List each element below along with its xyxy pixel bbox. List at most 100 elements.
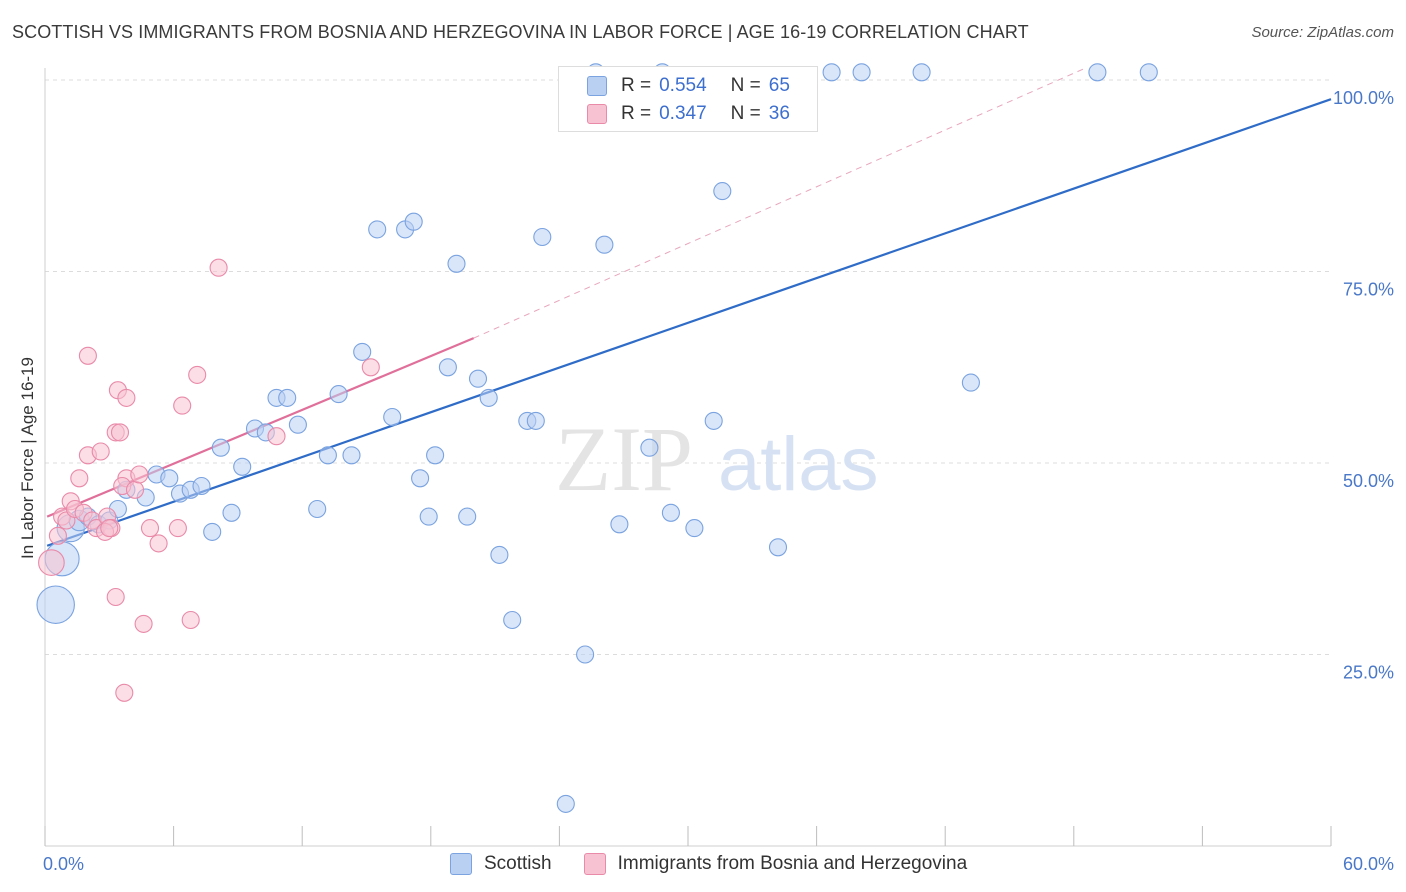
axis-layer: 25.0% 50.0% 75.0% 100.0% 0.0% 60.0% <box>43 68 1394 874</box>
bosnia-point <box>130 465 149 484</box>
series-legend: Scottish Immigrants from Bosnia and Herz… <box>450 851 999 877</box>
scottish-point <box>353 342 372 361</box>
legend-swatch-blue <box>587 76 607 96</box>
scottish-point <box>368 220 387 239</box>
scottish-point <box>640 438 659 457</box>
legend-swatch-pink <box>587 104 607 124</box>
scottish-point <box>192 476 211 496</box>
bosnia-point <box>181 610 200 630</box>
scottish-point <box>342 446 361 465</box>
scottish-point <box>533 227 552 247</box>
scottish-trend-line <box>46 98 1332 547</box>
scottish-point <box>713 182 732 201</box>
bosnia-point <box>267 427 286 446</box>
points-layer <box>36 63 1158 813</box>
legend-r-value: 0.347 <box>659 103 707 124</box>
bosnia-point <box>48 526 67 545</box>
watermark-zip: ZIP <box>555 408 693 510</box>
scottish-point <box>419 507 438 526</box>
bosnia-point <box>173 396 192 415</box>
bosnia-point <box>209 258 228 277</box>
series-swatch-pink <box>583 853 606 875</box>
legend-row-scottish: R = 0.554 N = 65 <box>587 73 790 99</box>
bosnia-point <box>140 519 160 538</box>
scottish-point <box>288 415 307 434</box>
scottish-point <box>503 610 522 630</box>
y-tick-label: 100.0% <box>1333 88 1394 108</box>
legend-r-label: R = <box>621 103 652 124</box>
watermark-atlas: atlas <box>718 422 879 507</box>
y-tick-label: 25.0% <box>1343 663 1394 683</box>
bosnia-point <box>168 519 187 538</box>
correlation-legend: R = 0.554 N = 65 R = 0.347 N = 36 <box>558 66 818 132</box>
y-axis-label: In Labor Force | Age 16-19 <box>18 357 37 559</box>
legend-r-value: 0.554 <box>659 75 707 96</box>
series-legend-bosnia: Immigrants from Bosnia and Herzegovina <box>583 853 968 875</box>
scottish-point <box>610 515 629 534</box>
scottish-point <box>36 585 75 624</box>
scottish-point <box>661 503 680 522</box>
legend-n-label: N = <box>730 103 761 124</box>
scottish-point <box>1139 63 1158 82</box>
scottish-point <box>704 411 723 430</box>
legend-n-value: 65 <box>768 75 790 96</box>
x-tick-label: 0.0% <box>43 854 84 874</box>
chart-source: Source: ZipAtlas.com <box>1251 24 1394 41</box>
scottish-point <box>404 212 423 231</box>
scottish-point <box>961 373 980 392</box>
scottish-point <box>556 794 575 813</box>
legend-n-label: N = <box>730 75 761 96</box>
scottish-point <box>318 446 337 465</box>
bosnia-point <box>78 346 97 365</box>
scottish-point <box>211 438 230 457</box>
watermark: ZIP atlas <box>555 408 879 510</box>
scottish-point <box>490 545 509 564</box>
series-label-bosnia: Immigrants from Bosnia and Herzegovina <box>617 853 968 874</box>
scottish-point <box>852 63 871 82</box>
bosnia-point <box>91 442 110 461</box>
series-swatch-blue <box>450 853 472 875</box>
scottish-point <box>203 522 222 541</box>
legend-n-value: 36 <box>768 103 790 124</box>
bosnia-point <box>134 614 153 633</box>
bosnia-point <box>100 519 119 538</box>
scottish-point <box>768 538 788 557</box>
scottish-point <box>278 388 297 407</box>
legend-row-bosnia: R = 0.347 N = 36 <box>587 101 790 127</box>
series-legend-scottish: Scottish <box>450 853 552 875</box>
scottish-point <box>685 519 704 538</box>
scottish-point <box>447 254 466 273</box>
scottish-point <box>468 369 488 388</box>
bosnia-point <box>117 388 136 407</box>
legend-r-label: R = <box>621 75 652 96</box>
chart-title: SCOTTISH VS IMMIGRANTS FROM BOSNIA AND H… <box>12 22 1029 42</box>
scottish-point <box>383 407 402 427</box>
scottish-point <box>595 235 614 254</box>
scottish-point <box>308 499 327 519</box>
scottish-point <box>526 411 545 430</box>
bosnia-point <box>115 683 134 702</box>
bosnia-point <box>149 534 168 553</box>
bosnia-trend-extension <box>473 68 1085 339</box>
bosnia-point <box>125 480 145 499</box>
scottish-point <box>458 507 477 526</box>
scottish-point <box>438 358 457 377</box>
bosnia-point <box>106 587 125 607</box>
scottish-point <box>1088 63 1107 82</box>
bosnia-point <box>70 469 89 488</box>
series-label-scottish: Scottish <box>484 853 552 874</box>
x-tick-label: 60.0% <box>1343 854 1394 874</box>
y-tick-label: 50.0% <box>1343 471 1394 491</box>
scottish-point <box>426 446 445 465</box>
bosnia-point <box>188 365 207 384</box>
scottish-point <box>233 457 252 476</box>
y-tick-label: 75.0% <box>1343 280 1394 300</box>
bosnia-point <box>38 549 65 576</box>
scottish-point <box>912 63 931 82</box>
scottish-point <box>160 469 179 488</box>
scottish-point <box>576 645 595 664</box>
scottish-point <box>822 63 841 82</box>
bosnia-point <box>361 358 380 377</box>
scottish-point <box>222 503 241 522</box>
